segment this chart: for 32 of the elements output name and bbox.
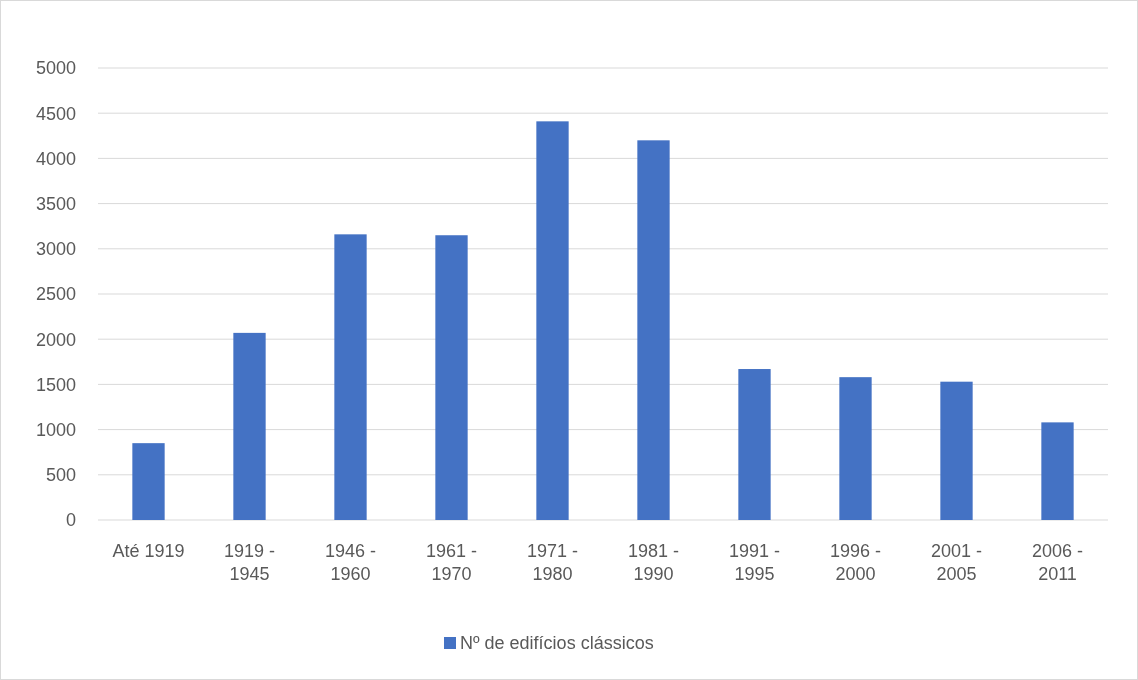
bar: [1041, 422, 1074, 520]
y-tick-label: 1000: [35, 419, 76, 440]
x-tick-label: 1919 - 1945: [223, 541, 276, 584]
bar: [536, 121, 569, 520]
y-tick-label: 4000: [35, 148, 76, 169]
bar: [334, 234, 367, 520]
y-tick-label: 0: [65, 510, 76, 531]
y-tick-label: 2500: [35, 284, 76, 305]
y-tick-label: 3500: [35, 193, 76, 214]
x-tick-label: 1961 - 1970: [425, 541, 478, 584]
bar: [940, 381, 973, 520]
x-tick-label: 1946 - 1960: [324, 541, 377, 584]
x-tick-label: 1971 - 1980: [526, 541, 579, 584]
y-tick-label: 3000: [35, 239, 76, 260]
y-tick-label: 2000: [35, 329, 76, 350]
y-tick-label: 4500: [35, 103, 76, 124]
x-tick-label: 1991 - 1995: [728, 541, 781, 584]
bar: [637, 140, 670, 520]
x-tick-label: Até 1919: [112, 541, 185, 561]
bar: [132, 443, 165, 520]
y-tick-label: 500: [45, 465, 76, 486]
legend-label: Nº de edifícios clássicos: [460, 633, 654, 654]
bar: [738, 369, 771, 520]
bar: [839, 377, 872, 520]
x-tick-label: 1996 - 2000: [829, 541, 882, 584]
y-tick-label: 1500: [35, 374, 76, 395]
bar: [435, 235, 468, 520]
y-tick-label: 5000: [35, 58, 76, 79]
x-tick-label: 1981 - 1990: [627, 541, 680, 584]
x-tick-label: 2001 - 2005: [930, 541, 983, 584]
bar: [233, 332, 266, 520]
x-tick-label: 2006 - 2011: [1031, 541, 1084, 584]
